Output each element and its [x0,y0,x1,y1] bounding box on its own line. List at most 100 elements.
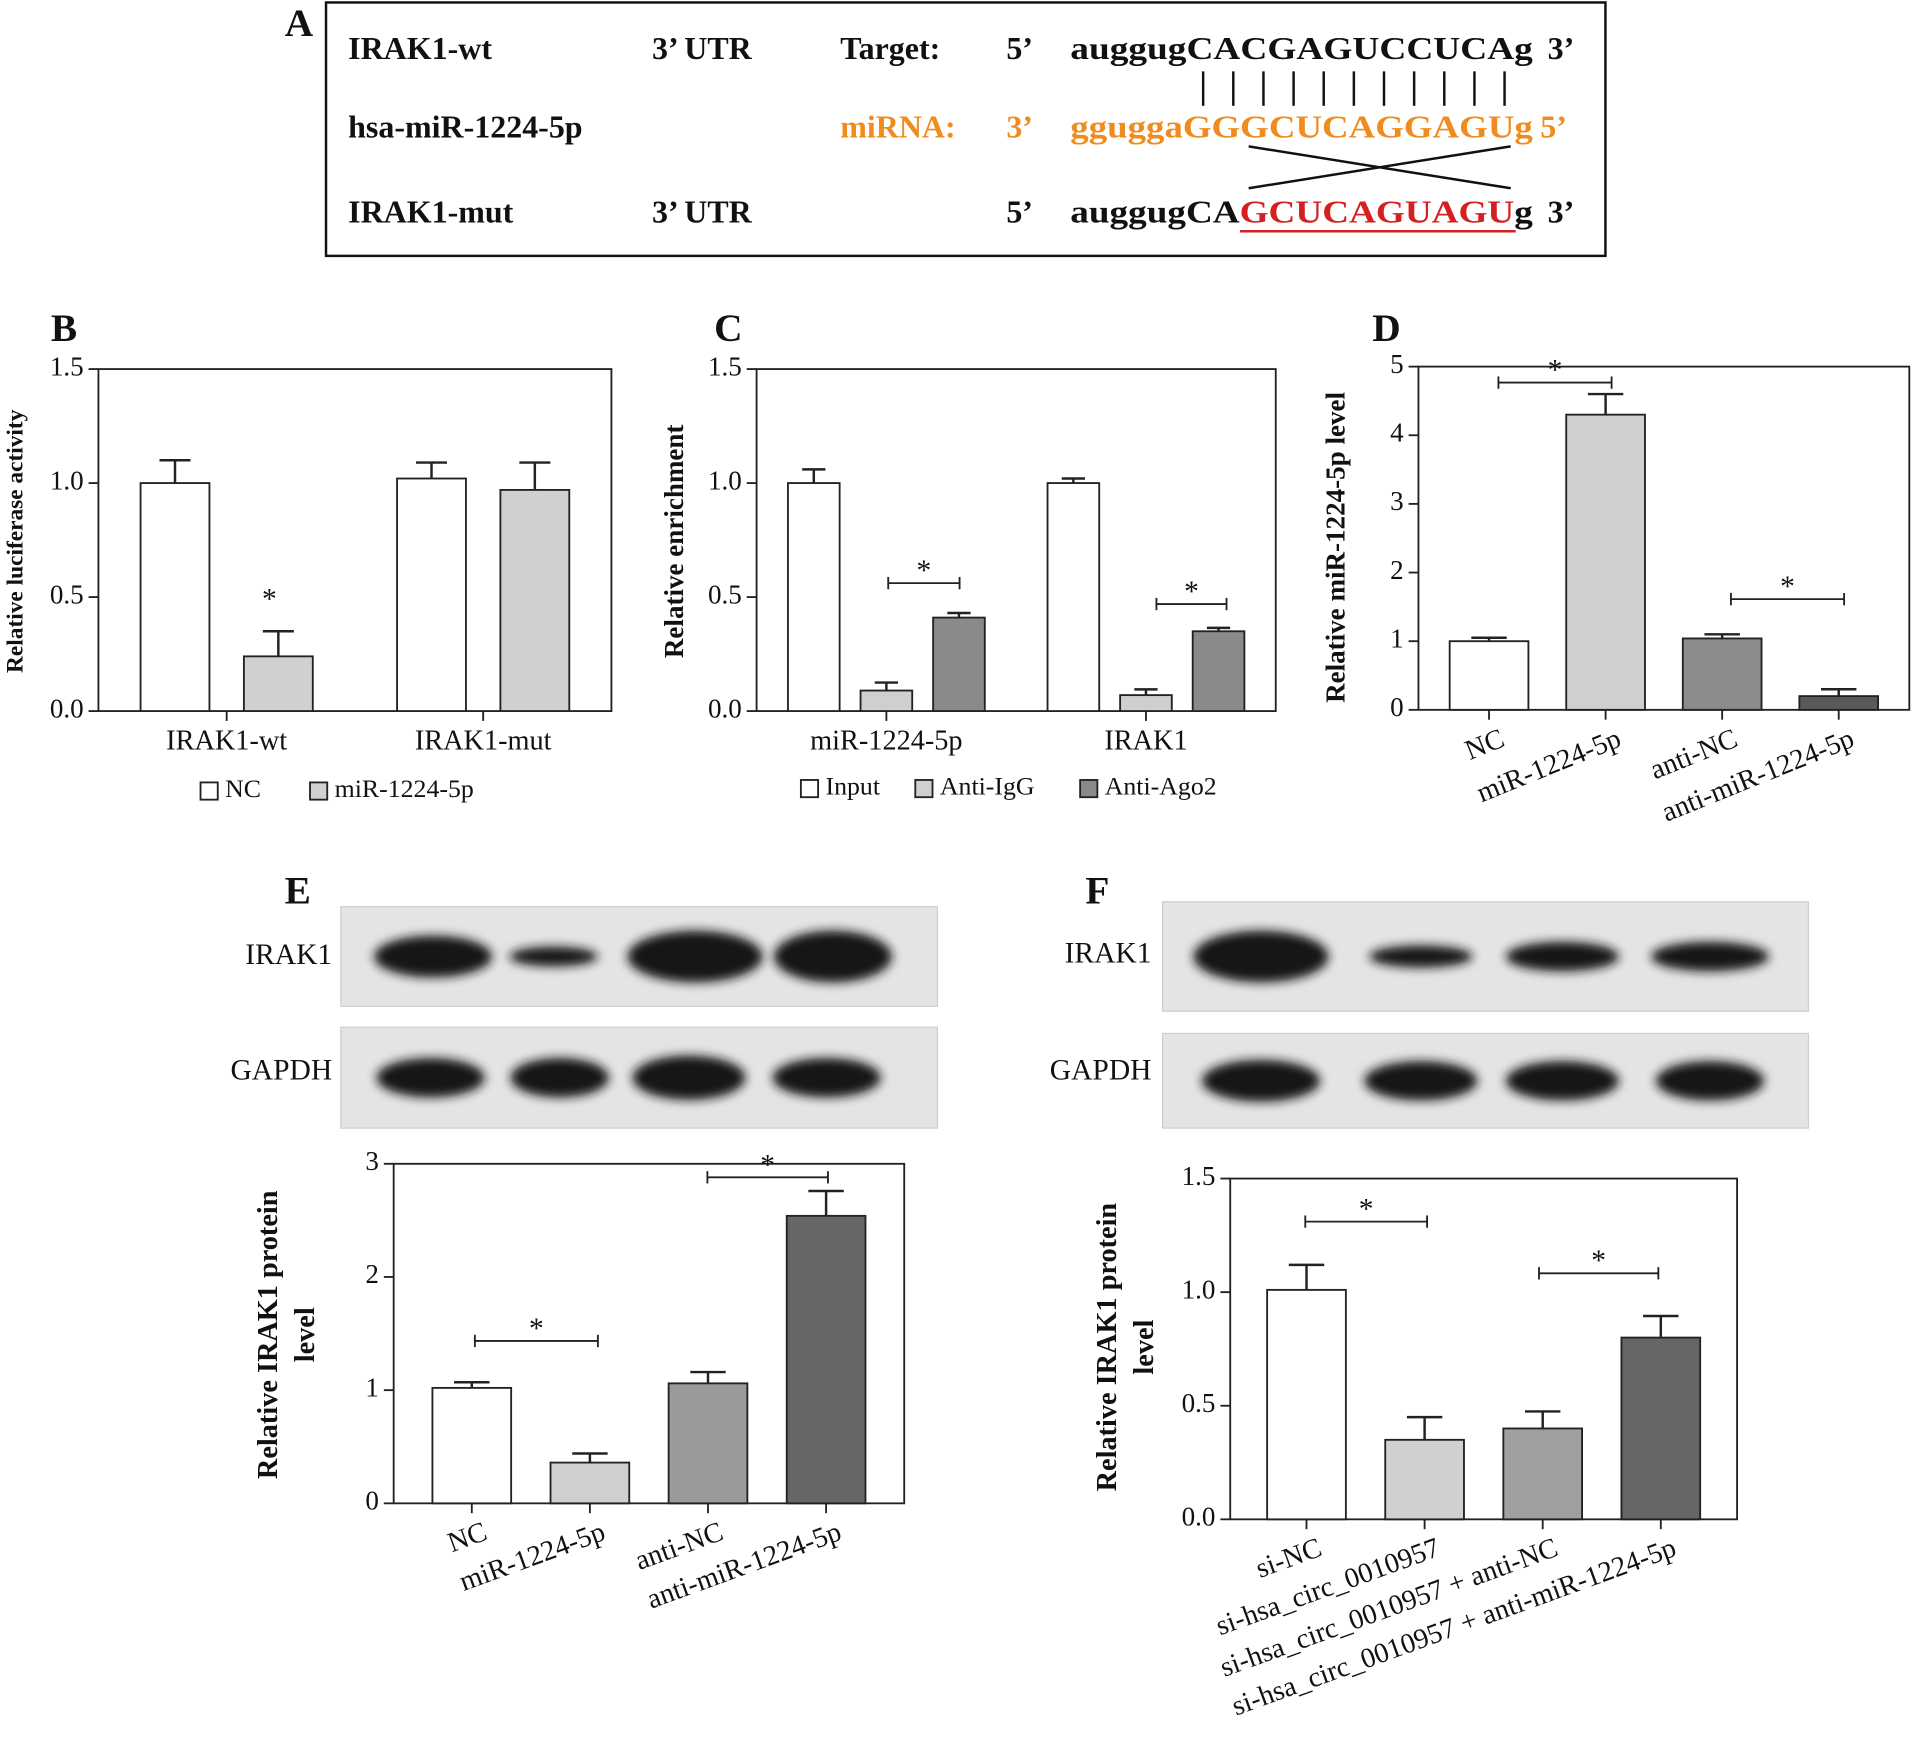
y-tick-label: 0.5 [50,579,84,609]
blot-row-label: GAPDH [230,1055,332,1087]
blot-band [509,946,598,967]
y-tick-label: 1.5 [1182,1161,1216,1191]
plot-frame [1417,365,1911,711]
panel-a-box [324,1,1607,258]
x-tick-label: anti-miR-1224-5p [1658,723,1859,828]
y-tick-label: 5 [1390,349,1404,379]
plot-frame [97,368,613,712]
panel-a-text: IRAK1-wt 3’ UTR Target: 5’ auggugCACGAGU… [348,31,1574,230]
significance-star: * [1184,576,1199,608]
panel-label: A [285,1,314,45]
plot-frame [755,368,1277,712]
x-tick-label: IRAK1 [1104,726,1187,757]
plot-frame [1229,1177,1739,1521]
bar [1502,1427,1583,1521]
bar [139,482,211,712]
bar [1191,630,1246,712]
legend-swatch [799,779,820,799]
significance-star: * [1548,355,1563,387]
significance-star: * [760,1149,775,1181]
blot-row-label: IRAK1 [1065,938,1152,970]
bar [1798,695,1880,711]
bar [1119,694,1173,712]
bar [932,616,986,712]
y-tick-label: 0.0 [1182,1502,1216,1532]
blot-band [773,930,892,983]
bar [785,1214,867,1505]
y-axis-title: level [290,1307,321,1362]
y-tick-label: 0.5 [1182,1388,1216,1418]
panel-label: D [1372,306,1400,350]
legend-label: miR-1224-5p [335,774,474,803]
significance-star: * [1359,1194,1374,1226]
y-tick-label: 0 [365,1486,379,1516]
y-tick-label: 1.5 [50,351,84,381]
blot-row-label: GAPDH [1050,1055,1152,1087]
blot-band [1369,945,1473,968]
legend-swatch [199,781,219,801]
y-tick-label: 2 [1390,555,1404,585]
sequence: gguggaGGGCUCAGGAGUg [1070,110,1533,145]
bar [242,655,314,712]
legend-swatch [309,781,329,801]
significance-star: * [1591,1245,1606,1277]
bar [396,477,467,712]
region: 3’ UTR [652,195,753,230]
y-tick-label: 2 [365,1259,379,1289]
x-tick-label: NC [1461,723,1509,766]
x-tick-label: IRAK1-wt [166,726,287,757]
legend-label: Anti-Ago2 [1105,771,1217,800]
end: 5’ [1006,195,1033,230]
blot-band [772,1057,881,1098]
blot-band [627,930,763,983]
blot-band [1193,930,1329,983]
panel-label: F [1085,868,1109,912]
plot-frame [392,1162,906,1505]
bar [1565,413,1646,711]
x-tick-label: IRAK1-mut [415,726,552,757]
bar [667,1382,749,1505]
bar [859,689,914,712]
y-axis-title: Relative enrichment [659,425,689,659]
bar [549,1461,631,1505]
panel-label: E [285,868,311,912]
y-tick-label: 0 [1390,692,1404,722]
row-name: IRAK1-wt [348,31,492,66]
base-pairs [1201,71,1506,106]
bar [1620,1336,1702,1521]
role: Target: [840,31,940,66]
row-name: hsa-miR-1224-5p [348,110,582,145]
end: 3’ [1548,195,1575,230]
significance-star: * [917,555,932,587]
sequence: auggugCA GCUCAGUAGU g [1070,195,1533,230]
y-tick-label: 1 [1390,623,1404,653]
significance-star: * [1780,571,1795,603]
end: 3’ [1548,31,1575,66]
bar [431,1386,513,1505]
blot-band [1364,1061,1478,1101]
blot-band [1201,1059,1321,1102]
blot-band [1505,941,1619,972]
row-name: IRAK1-mut [348,195,514,230]
sequence: auggugCACGAGUCCUCAg [1070,31,1533,66]
bar [1681,637,1763,711]
panel-label: B [51,306,77,350]
legend-label: Input [825,771,880,800]
significance-star: * [529,1313,544,1345]
legend-swatch [914,779,934,799]
bar [1266,1288,1347,1521]
x-tick-label: NC [444,1516,492,1559]
y-tick-label: 1.0 [708,465,742,495]
role: miRNA: [840,110,955,145]
y-axis-title: Relative miR-1224-5p level [1321,391,1351,702]
legend-label: Anti-IgG [940,771,1035,800]
panel-label: C [714,306,742,350]
blot-band [1655,1061,1765,1101]
region: 3’ UTR [652,31,753,66]
y-tick-label: 1.5 [708,351,742,381]
blot-band [373,935,493,978]
blot-row-label: IRAK1 [245,939,332,971]
end: 5’ [1540,110,1567,145]
y-tick-label: 1.0 [1182,1274,1216,1304]
